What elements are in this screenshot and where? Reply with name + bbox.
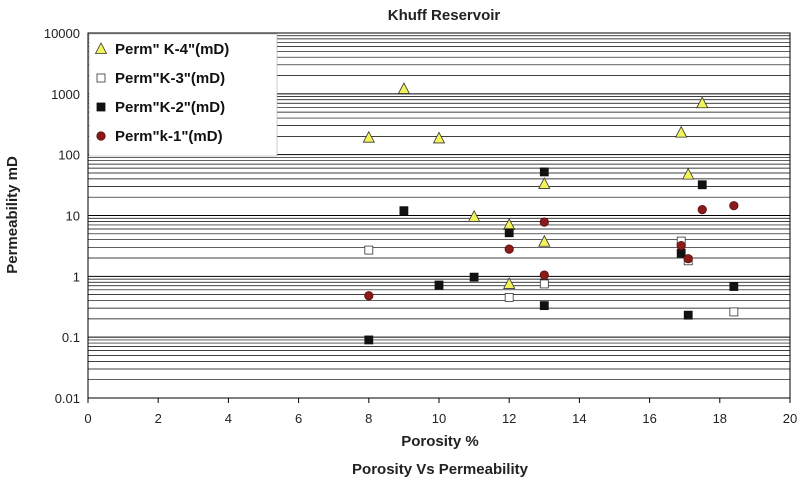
data-point-perm-k-2-md — [364, 335, 374, 345]
data-point-perm-k-1-md — [539, 270, 549, 280]
data-point-perm-k-4-md — [503, 277, 516, 289]
legend-label: Perm"K-2"(mD) — [115, 99, 225, 116]
data-point-perm-k-2-md — [676, 248, 686, 258]
legend-label: Perm" K-4"(mD) — [115, 41, 229, 58]
data-point-perm-k-2-md — [729, 282, 739, 291]
chart-subtitle: Porosity Vs Permeability — [352, 461, 529, 478]
data-point-perm-k-4-md — [675, 125, 688, 138]
y-tick-label: 0.01 — [55, 391, 80, 406]
data-point-perm-k-1-md — [504, 244, 514, 254]
data-point-perm-k-2-md — [539, 167, 549, 177]
data-point-perm-k-1-md — [676, 241, 686, 251]
data-point-perm-k-2-md — [399, 206, 409, 216]
x-axis: 0 2 4 6 8 10 12 14 16 18 20 — [84, 398, 797, 426]
x-tick-label: 14 — [572, 411, 586, 426]
x-tick-label: 12 — [502, 411, 516, 426]
data-point-perm-k-1-md — [683, 254, 693, 264]
legend-label: Perm"k-1"(mD) — [115, 128, 223, 145]
legend-marker — [94, 42, 108, 54]
data-point-perm-k-4-md — [538, 234, 551, 247]
y-axis: 0.01 0.1 1 10 100 1000 10000 — [44, 26, 80, 406]
data-point-perm-k-4-md — [503, 218, 516, 230]
grid-lines — [88, 35, 790, 399]
data-points — [362, 82, 739, 345]
x-tick-label: 16 — [642, 411, 656, 426]
y-tick-label: 0.1 — [62, 330, 80, 345]
x-axis-title: Porosity % — [401, 433, 479, 450]
data-point-perm-k-3-md — [729, 307, 739, 317]
x-tick-label: 0 — [84, 411, 91, 426]
data-point-perm-k-1-md — [364, 291, 374, 301]
data-point-perm-k-2-md — [683, 310, 693, 320]
x-tick-label: 8 — [365, 411, 372, 426]
x-tick-label: 20 — [783, 411, 797, 426]
x-tick-label: 6 — [295, 411, 302, 426]
data-point-perm-k-2-md — [469, 272, 479, 282]
y-tick-label: 10 — [66, 209, 80, 224]
data-point-perm-k-4-md — [467, 209, 481, 222]
legend-marker — [96, 73, 106, 83]
data-point-perm-k-2-md — [434, 280, 444, 290]
data-point-perm-k-3-md — [364, 245, 374, 255]
x-tick-label: 4 — [225, 411, 232, 426]
y-tick-label: 1 — [73, 269, 80, 284]
data-point-perm-k-3-md — [539, 279, 549, 289]
legend-label: Perm"K-3"(mD) — [115, 70, 225, 87]
data-point-perm-k-4-md — [362, 130, 375, 143]
data-point-perm-k-1-md — [697, 205, 707, 215]
data-point-perm-k-4-md — [397, 82, 411, 94]
data-point-perm-k-4-md — [682, 167, 695, 180]
y-axis-title: Permeability mD — [4, 156, 21, 274]
data-point-perm-k-2-md — [697, 180, 707, 190]
x-tick-label: 2 — [155, 411, 162, 426]
data-point-perm-k-4-md — [538, 177, 551, 189]
y-tick-label: 10000 — [44, 26, 80, 41]
x-tick-label: 10 — [432, 411, 446, 426]
data-point-perm-k-4-md — [696, 96, 709, 109]
data-point-perm-k-2-md — [539, 301, 549, 311]
legend: Perm" K-4"(mD) Perm"K-3"(mD) Perm"K-2"(mD)… — [88, 33, 278, 157]
y-tick-label: 1000 — [51, 87, 80, 102]
legend-box — [88, 33, 278, 157]
y-tick-label: 100 — [58, 148, 80, 163]
data-point-perm-k-4-md — [432, 131, 446, 144]
data-point-perm-k-1-md — [539, 217, 549, 227]
data-point-perm-k-1-md — [729, 201, 739, 211]
x-tick-label: 18 — [713, 411, 727, 426]
chart-title: Khuff Reservoir — [388, 7, 501, 24]
data-point-perm-k-2-md — [504, 228, 514, 238]
data-point-perm-k-3-md — [504, 293, 514, 302]
legend-marker — [96, 131, 106, 141]
legend-marker — [96, 102, 106, 112]
